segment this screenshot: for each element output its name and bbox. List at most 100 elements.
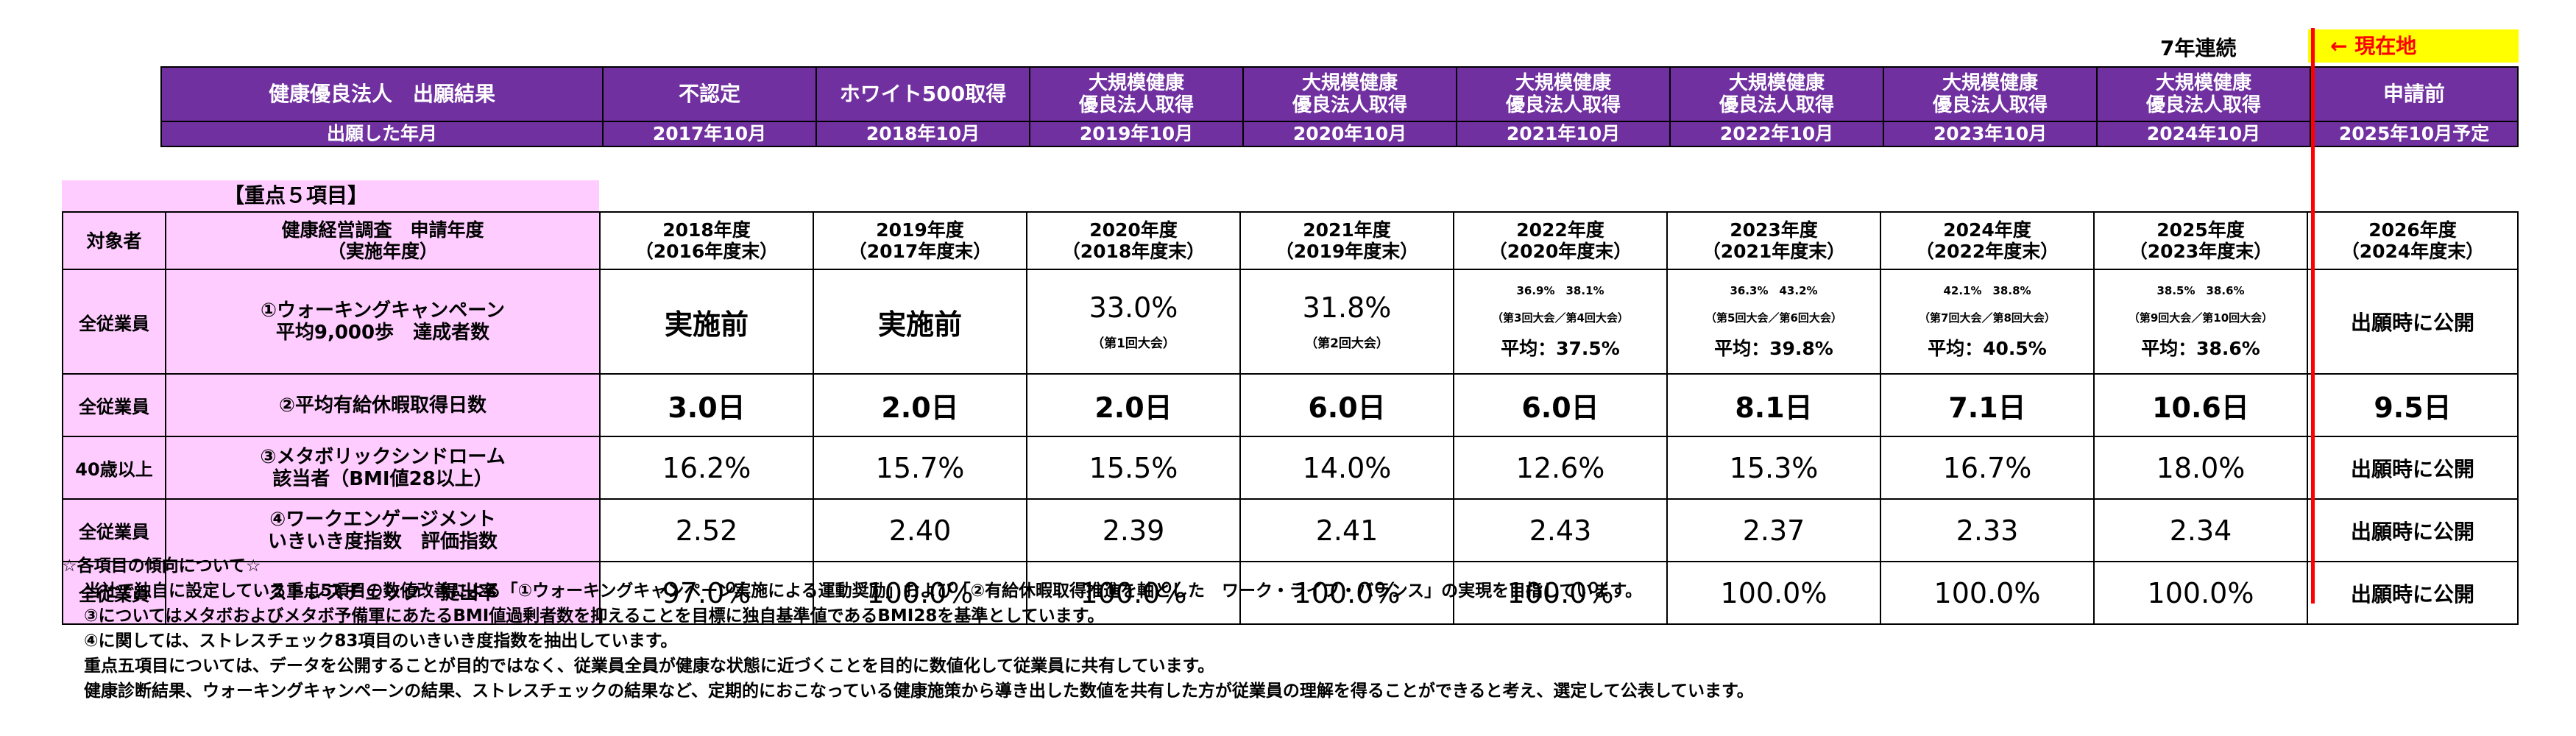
value-cell: 8.1日 [1666, 373, 1881, 437]
value-pair: 36.9% 38.1% [1516, 284, 1604, 297]
value-cell: 6.0日 [1453, 373, 1668, 437]
status-cell: 大規模健康 優良法人取得 [1883, 66, 2098, 122]
value-average: 平均：39.8% [1714, 338, 1833, 359]
target-header: 対象者 [62, 211, 166, 270]
table-row: 全従業員 ①ウォーキングキャンペーン 平均9,000歩 達成者数 実施前 実施前… [62, 269, 2519, 375]
above-row: 7年連続 [0, 29, 2576, 63]
note-line: ③についてはメタボおよびメタボ予備軍にあたるBMI値過剰者数を抑えることを目標に… [84, 606, 1105, 626]
value-cell: 38.5% 38.6% （第9回大会／第10回大会） 平均：38.6% [2093, 269, 2308, 375]
value-cell: 3.0日 [599, 373, 814, 437]
item-cell: ①ウォーキングキャンペーン 平均9,000歩 達成者数 [165, 269, 601, 375]
value-cell: 36.3% 43.2% （第5回大会／第6回大会） 平均：39.8% [1666, 269, 1881, 375]
status-date-cell: 2022年10月 [1669, 121, 1884, 147]
certification-status-table: 健康優良法人 出願結果 不認定 ホワイト500取得 大規模健康 優良法人取得 大… [160, 66, 2519, 147]
value-cell: 42.1% 38.8% （第7回大会／第8回大会） 平均：40.5% [1880, 269, 2095, 375]
value-cell: 15.7% [813, 436, 1027, 500]
value-average: 平均：40.5% [1928, 338, 2047, 359]
status-date-cell-current: 2025年10月予定 [2310, 121, 2519, 147]
value-cell: 18.0% [2093, 436, 2308, 500]
value-pair-events: （第9回大会／第10回大会） [2128, 311, 2274, 325]
value-cell: 15.5% [1026, 436, 1241, 500]
year-header: 2023年度 （2021年度末） [1666, 211, 1881, 270]
value-cell: 16.2% [599, 436, 814, 500]
status-cell: ホワイト500取得 [815, 66, 1030, 122]
value-cell-current: 出願時に公開 [2307, 436, 2519, 500]
target-cell: 40歳以上 [62, 436, 166, 500]
value-cell: 実施前 [813, 269, 1027, 375]
notes-section: ☆各項目の傾向について☆ 当社で独自に設定している重点5項目の数値改善による「①… [62, 553, 2564, 704]
value-cell: 6.0日 [1239, 373, 1454, 437]
item-header: 健康経営調査 申請年度 （実施年度） [165, 211, 601, 270]
item-cell: ③メタボリックシンドローム 該当者（BMI値28以上） [165, 436, 601, 500]
value-cell: 12.6% [1453, 436, 1668, 500]
status-header-cell: 出願した年月 [160, 121, 604, 147]
table-row: 全従業員 ストレスチェック 提出率 97.0% 100.0% 100.0% 10… [62, 561, 2519, 625]
note-line: ④に関しては、ストレスチェック83項目のいきいき度指数を抽出しています。 [84, 631, 678, 651]
note-line: 重点五項目については、データを公開することが目的ではなく、従業員全員が健康な状態… [84, 657, 1215, 676]
current-position-line [2311, 28, 2315, 604]
target-cell: 全従業員 [62, 269, 166, 375]
value-cell-current: 出願時に公開 [2307, 561, 2519, 625]
status-date-cell: 2021年10月 [1456, 121, 1671, 147]
value-pair-events: （第7回大会／第8回大会） [1919, 311, 2056, 325]
value-cell: 2.43 [1453, 498, 1668, 562]
status-header-cell: 健康優良法人 出願結果 [160, 66, 604, 122]
value-cell: 100.0% [1453, 561, 1668, 625]
value-cell: 2.33 [1880, 498, 2095, 562]
focus-items-caption: 【重点５項目】 [62, 180, 599, 211]
status-cell: 大規模健康 優良法人取得 [1669, 66, 1884, 122]
status-row-date: 出願した年月 2017年10月 2018年10月 2019年10月 2020年1… [160, 121, 2519, 147]
table-row: 全従業員 ②平均有給休暇取得日数 3.0日 2.0日 2.0日 6.0日 6.0… [62, 373, 2519, 437]
item-cell: ストレスチェック 提出率 [165, 561, 601, 625]
status-cell-current: 申請前 [2310, 66, 2519, 122]
table-row: 40歳以上 ③メタボリックシンドローム 該当者（BMI値28以上） 16.2% … [62, 436, 2519, 500]
year-header: 2019年度 （2017年度末） [813, 211, 1027, 270]
value-cell-current: 9.5日 [2307, 373, 2519, 437]
value-sub: （第1回大会） [1091, 336, 1175, 351]
value-cell: 100.0% [1880, 561, 2095, 625]
value-pair: 42.1% 38.8% [1943, 284, 2031, 297]
status-cell: 大規模健康 優良法人取得 [2096, 66, 2311, 122]
value-cell: 10.6日 [2093, 373, 2308, 437]
value-cell: 15.3% [1666, 436, 1881, 500]
status-date-cell: 2023年10月 [1883, 121, 2098, 147]
value-cell: 2.0日 [1026, 373, 1241, 437]
value-cell: 31.8% （第2回大会） [1239, 269, 1454, 375]
value-cell: 100.0% [1666, 561, 1881, 625]
value-cell: 2.0日 [813, 373, 1027, 437]
year-header: 2022年度 （2020年度末） [1453, 211, 1668, 270]
status-cell: 大規模健康 優良法人取得 [1029, 66, 1244, 122]
item-cell: ④ワークエンゲージメント いきいき度指数 評価指数 [165, 498, 601, 562]
value-cell: 2.41 [1239, 498, 1454, 562]
value-cell: 2.39 [1026, 498, 1241, 562]
value-pair-events: （第3回大会／第4回大会） [1492, 311, 1629, 325]
target-cell: 全従業員 [62, 373, 166, 437]
current-position-label: ← 現在地 [2308, 29, 2519, 63]
value-cell: 7.1日 [1880, 373, 2095, 437]
year-header: 2021年度 （2019年度末） [1239, 211, 1454, 270]
value-cell: 14.0% [1239, 436, 1454, 500]
value-cell: 100.0% [813, 561, 1027, 625]
status-date-cell: 2024年10月 [2096, 121, 2311, 147]
table-row: 全従業員 ④ワークエンゲージメント いきいき度指数 評価指数 2.52 2.40… [62, 498, 2519, 562]
value-cell: 100.0% [1239, 561, 1454, 625]
value-cell: 100.0% [2093, 561, 2308, 625]
value-cell: 2.52 [599, 498, 814, 562]
status-date-cell: 2019年10月 [1029, 121, 1244, 147]
metrics-header-row: 対象者 健康経営調査 申請年度 （実施年度） 2018年度 （2016年度末） … [62, 211, 2519, 270]
status-date-cell: 2018年10月 [815, 121, 1030, 147]
value-cell: 33.0% （第1回大会） [1026, 269, 1241, 375]
status-date-cell: 2020年10月 [1242, 121, 1457, 147]
focus-metrics-table: 対象者 健康経営調査 申請年度 （実施年度） 2018年度 （2016年度末） … [62, 211, 2519, 625]
value-cell: 2.40 [813, 498, 1027, 562]
value-pair: 38.5% 38.6% [2156, 284, 2245, 297]
note-line: 当社で独自に設定している重点5項目の数値改善による「①ウォーキングキャンペーン実… [84, 581, 1643, 601]
status-cell: 大規模健康 優良法人取得 [1456, 66, 1671, 122]
status-cell: 不認定 [602, 66, 817, 122]
year-header: 2024年度 （2022年度末） [1880, 211, 2095, 270]
value-cell: 16.7% [1880, 436, 2095, 500]
note-line: 健康診断結果、ウォーキングキャンペーンの結果、ストレスチェックの結果など、定期的… [84, 682, 1754, 701]
status-date-cell: 2017年10月 [602, 121, 817, 147]
value-cell: 2.34 [2093, 498, 2308, 562]
value-cell-current: 出願時に公開 [2307, 269, 2519, 375]
